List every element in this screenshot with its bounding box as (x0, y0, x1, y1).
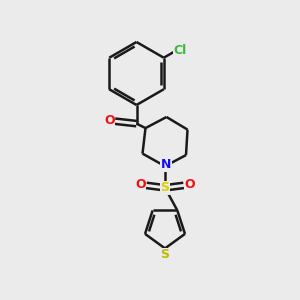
Text: O: O (135, 178, 146, 191)
Text: S: S (160, 248, 169, 262)
Text: O: O (104, 114, 115, 127)
Text: S: S (160, 181, 169, 194)
Text: O: O (184, 178, 195, 191)
Text: Cl: Cl (174, 44, 187, 57)
Text: N: N (161, 158, 171, 172)
